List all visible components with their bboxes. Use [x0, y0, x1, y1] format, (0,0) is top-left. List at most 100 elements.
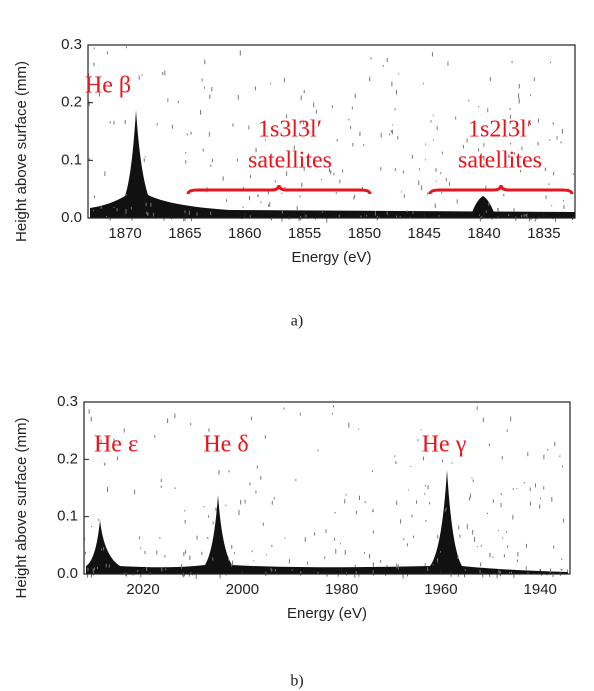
noise — [396, 563, 398, 569]
noise — [304, 537, 306, 542]
noise — [538, 118, 540, 123]
noise — [100, 439, 102, 443]
noise — [239, 50, 241, 56]
noise — [160, 485, 162, 488]
noise — [104, 171, 106, 176]
noise — [459, 534, 461, 538]
noise — [113, 120, 115, 125]
noise — [479, 216, 481, 222]
noise — [167, 566, 169, 568]
noise — [407, 489, 409, 491]
noise — [138, 536, 140, 540]
noise — [191, 573, 193, 576]
noise — [159, 536, 161, 539]
noise — [508, 214, 510, 217]
noise — [478, 106, 480, 108]
noise — [501, 455, 503, 460]
noise — [255, 490, 257, 494]
noise — [314, 532, 316, 536]
noise — [480, 562, 482, 567]
noise — [201, 551, 203, 556]
plot-frame — [87, 44, 576, 219]
noise — [113, 206, 115, 209]
noise — [269, 202, 271, 207]
noise — [208, 132, 210, 137]
noise — [333, 172, 335, 176]
noise — [335, 192, 337, 194]
noise — [472, 479, 474, 483]
annotation: satellites — [458, 148, 542, 174]
y-tick-label: 0.3 — [61, 36, 82, 53]
noise — [412, 211, 414, 214]
noise — [249, 482, 251, 486]
noise — [190, 422, 192, 426]
noise — [363, 551, 365, 554]
noise — [445, 177, 447, 182]
noise — [300, 571, 302, 576]
noise — [395, 461, 397, 465]
noise — [482, 573, 484, 578]
noise — [271, 544, 273, 547]
noise — [315, 109, 317, 114]
noise — [134, 489, 136, 495]
noise — [105, 563, 107, 568]
noise — [147, 212, 149, 216]
noise — [84, 551, 86, 555]
noise — [374, 211, 376, 216]
noise — [88, 409, 90, 414]
noise — [500, 502, 502, 507]
noise — [451, 462, 453, 464]
noise — [90, 416, 92, 422]
noise — [186, 133, 188, 136]
noise — [416, 500, 418, 504]
noise — [101, 548, 103, 551]
noise — [212, 521, 214, 525]
noise — [188, 210, 190, 215]
noise — [93, 209, 95, 212]
noise — [486, 512, 488, 515]
noise — [423, 456, 425, 461]
noise — [274, 569, 276, 572]
noise — [401, 191, 403, 193]
noise — [560, 141, 562, 144]
noise — [386, 57, 388, 63]
noise — [348, 118, 350, 121]
noise — [441, 151, 443, 155]
noise — [267, 190, 269, 195]
noise — [352, 142, 354, 147]
noise — [303, 89, 305, 94]
spectrum-blobs — [86, 110, 575, 574]
noise — [525, 214, 527, 217]
noise — [183, 217, 185, 222]
noise — [250, 416, 252, 421]
noise — [472, 530, 474, 535]
noise — [491, 217, 493, 220]
noise — [533, 77, 535, 82]
x-axis-label: Energy (eV) — [287, 605, 367, 622]
noise — [208, 428, 210, 432]
noise — [218, 469, 220, 475]
noise — [450, 572, 452, 577]
noise — [540, 497, 542, 500]
noise — [363, 144, 365, 147]
noise — [400, 519, 402, 524]
noise — [281, 217, 283, 222]
noise — [543, 486, 545, 490]
noise — [466, 524, 468, 530]
noise — [284, 187, 286, 189]
noise — [525, 543, 527, 548]
noise — [125, 194, 127, 196]
noise — [476, 546, 478, 548]
noise — [508, 154, 510, 158]
noise — [432, 564, 434, 566]
noise — [354, 194, 356, 198]
noise — [189, 555, 191, 561]
noise — [156, 550, 158, 555]
noise — [546, 573, 548, 576]
noise — [439, 550, 441, 553]
noise — [394, 168, 396, 172]
noise — [552, 122, 554, 125]
noise — [354, 564, 356, 567]
noise — [249, 174, 251, 179]
